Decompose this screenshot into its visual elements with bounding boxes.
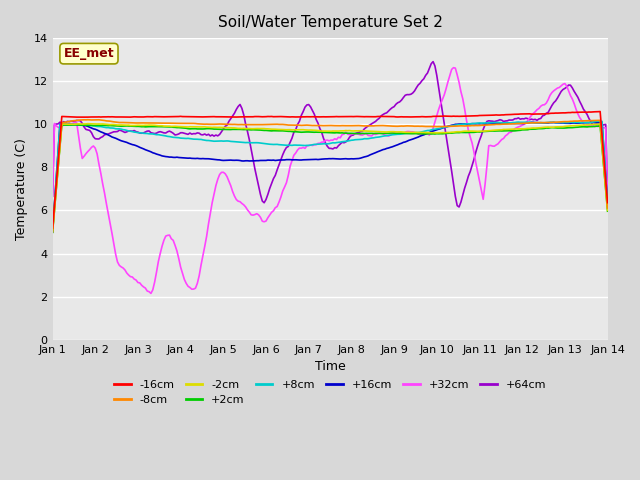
X-axis label: Time: Time (315, 360, 346, 373)
Text: EE_met: EE_met (63, 47, 115, 60)
Legend: -16cm, -8cm, -2cm, +2cm, +8cm, +16cm, +32cm, +64cm: -16cm, -8cm, -2cm, +2cm, +8cm, +16cm, +3… (109, 375, 550, 409)
Y-axis label: Temperature (C): Temperature (C) (15, 138, 28, 240)
Title: Soil/Water Temperature Set 2: Soil/Water Temperature Set 2 (218, 15, 442, 30)
